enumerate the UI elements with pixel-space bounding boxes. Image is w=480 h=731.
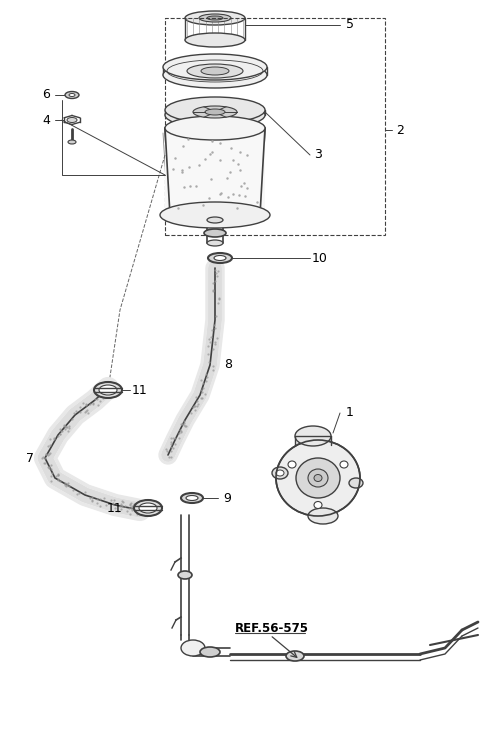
Text: 5: 5 [346, 18, 354, 31]
Ellipse shape [68, 140, 76, 144]
Ellipse shape [200, 647, 220, 657]
Ellipse shape [134, 500, 162, 516]
Bar [295, 436, 331, 446]
Ellipse shape [340, 461, 348, 468]
Bar [308, 508, 338, 518]
Text: 3: 3 [314, 148, 322, 162]
Text: 6: 6 [42, 88, 50, 102]
Ellipse shape [201, 67, 229, 75]
Ellipse shape [185, 11, 245, 25]
Text: 8: 8 [224, 358, 232, 371]
Ellipse shape [205, 109, 225, 115]
Text: 10: 10 [312, 251, 328, 265]
Ellipse shape [139, 503, 157, 513]
Ellipse shape [199, 14, 231, 22]
Ellipse shape [69, 94, 75, 96]
Ellipse shape [296, 458, 340, 498]
Ellipse shape [165, 102, 265, 128]
Ellipse shape [193, 106, 237, 118]
Bar [165, 128, 265, 215]
Ellipse shape [207, 217, 223, 223]
Ellipse shape [67, 118, 77, 123]
Text: 11: 11 [107, 501, 123, 515]
Ellipse shape [165, 97, 265, 123]
Ellipse shape [288, 461, 296, 468]
Text: 1: 1 [346, 406, 354, 420]
Ellipse shape [178, 571, 192, 579]
Ellipse shape [349, 478, 363, 488]
Ellipse shape [286, 651, 304, 661]
Text: 4: 4 [42, 113, 50, 126]
Ellipse shape [65, 91, 79, 99]
Ellipse shape [94, 382, 122, 398]
Ellipse shape [314, 474, 322, 482]
Ellipse shape [163, 62, 267, 88]
Ellipse shape [295, 426, 331, 446]
Bar [165, 18, 385, 235]
Ellipse shape [207, 16, 223, 20]
Text: 2: 2 [396, 124, 404, 137]
Ellipse shape [207, 240, 223, 246]
Ellipse shape [276, 440, 360, 516]
Ellipse shape [99, 385, 117, 395]
Ellipse shape [276, 470, 284, 476]
Ellipse shape [308, 508, 338, 524]
Ellipse shape [163, 54, 267, 80]
Text: 11: 11 [132, 384, 148, 396]
Ellipse shape [181, 640, 205, 656]
Ellipse shape [208, 253, 232, 263]
Ellipse shape [204, 229, 226, 237]
Ellipse shape [181, 493, 203, 503]
Text: REF.56-575: REF.56-575 [235, 621, 309, 635]
Ellipse shape [160, 202, 270, 228]
Ellipse shape [186, 496, 198, 501]
Text: 9: 9 [223, 491, 231, 504]
Ellipse shape [185, 33, 245, 47]
Ellipse shape [308, 469, 328, 487]
Ellipse shape [272, 467, 288, 479]
Ellipse shape [165, 116, 265, 140]
Ellipse shape [314, 501, 322, 509]
Text: 7: 7 [26, 452, 34, 464]
Ellipse shape [187, 64, 243, 78]
Ellipse shape [214, 256, 226, 260]
